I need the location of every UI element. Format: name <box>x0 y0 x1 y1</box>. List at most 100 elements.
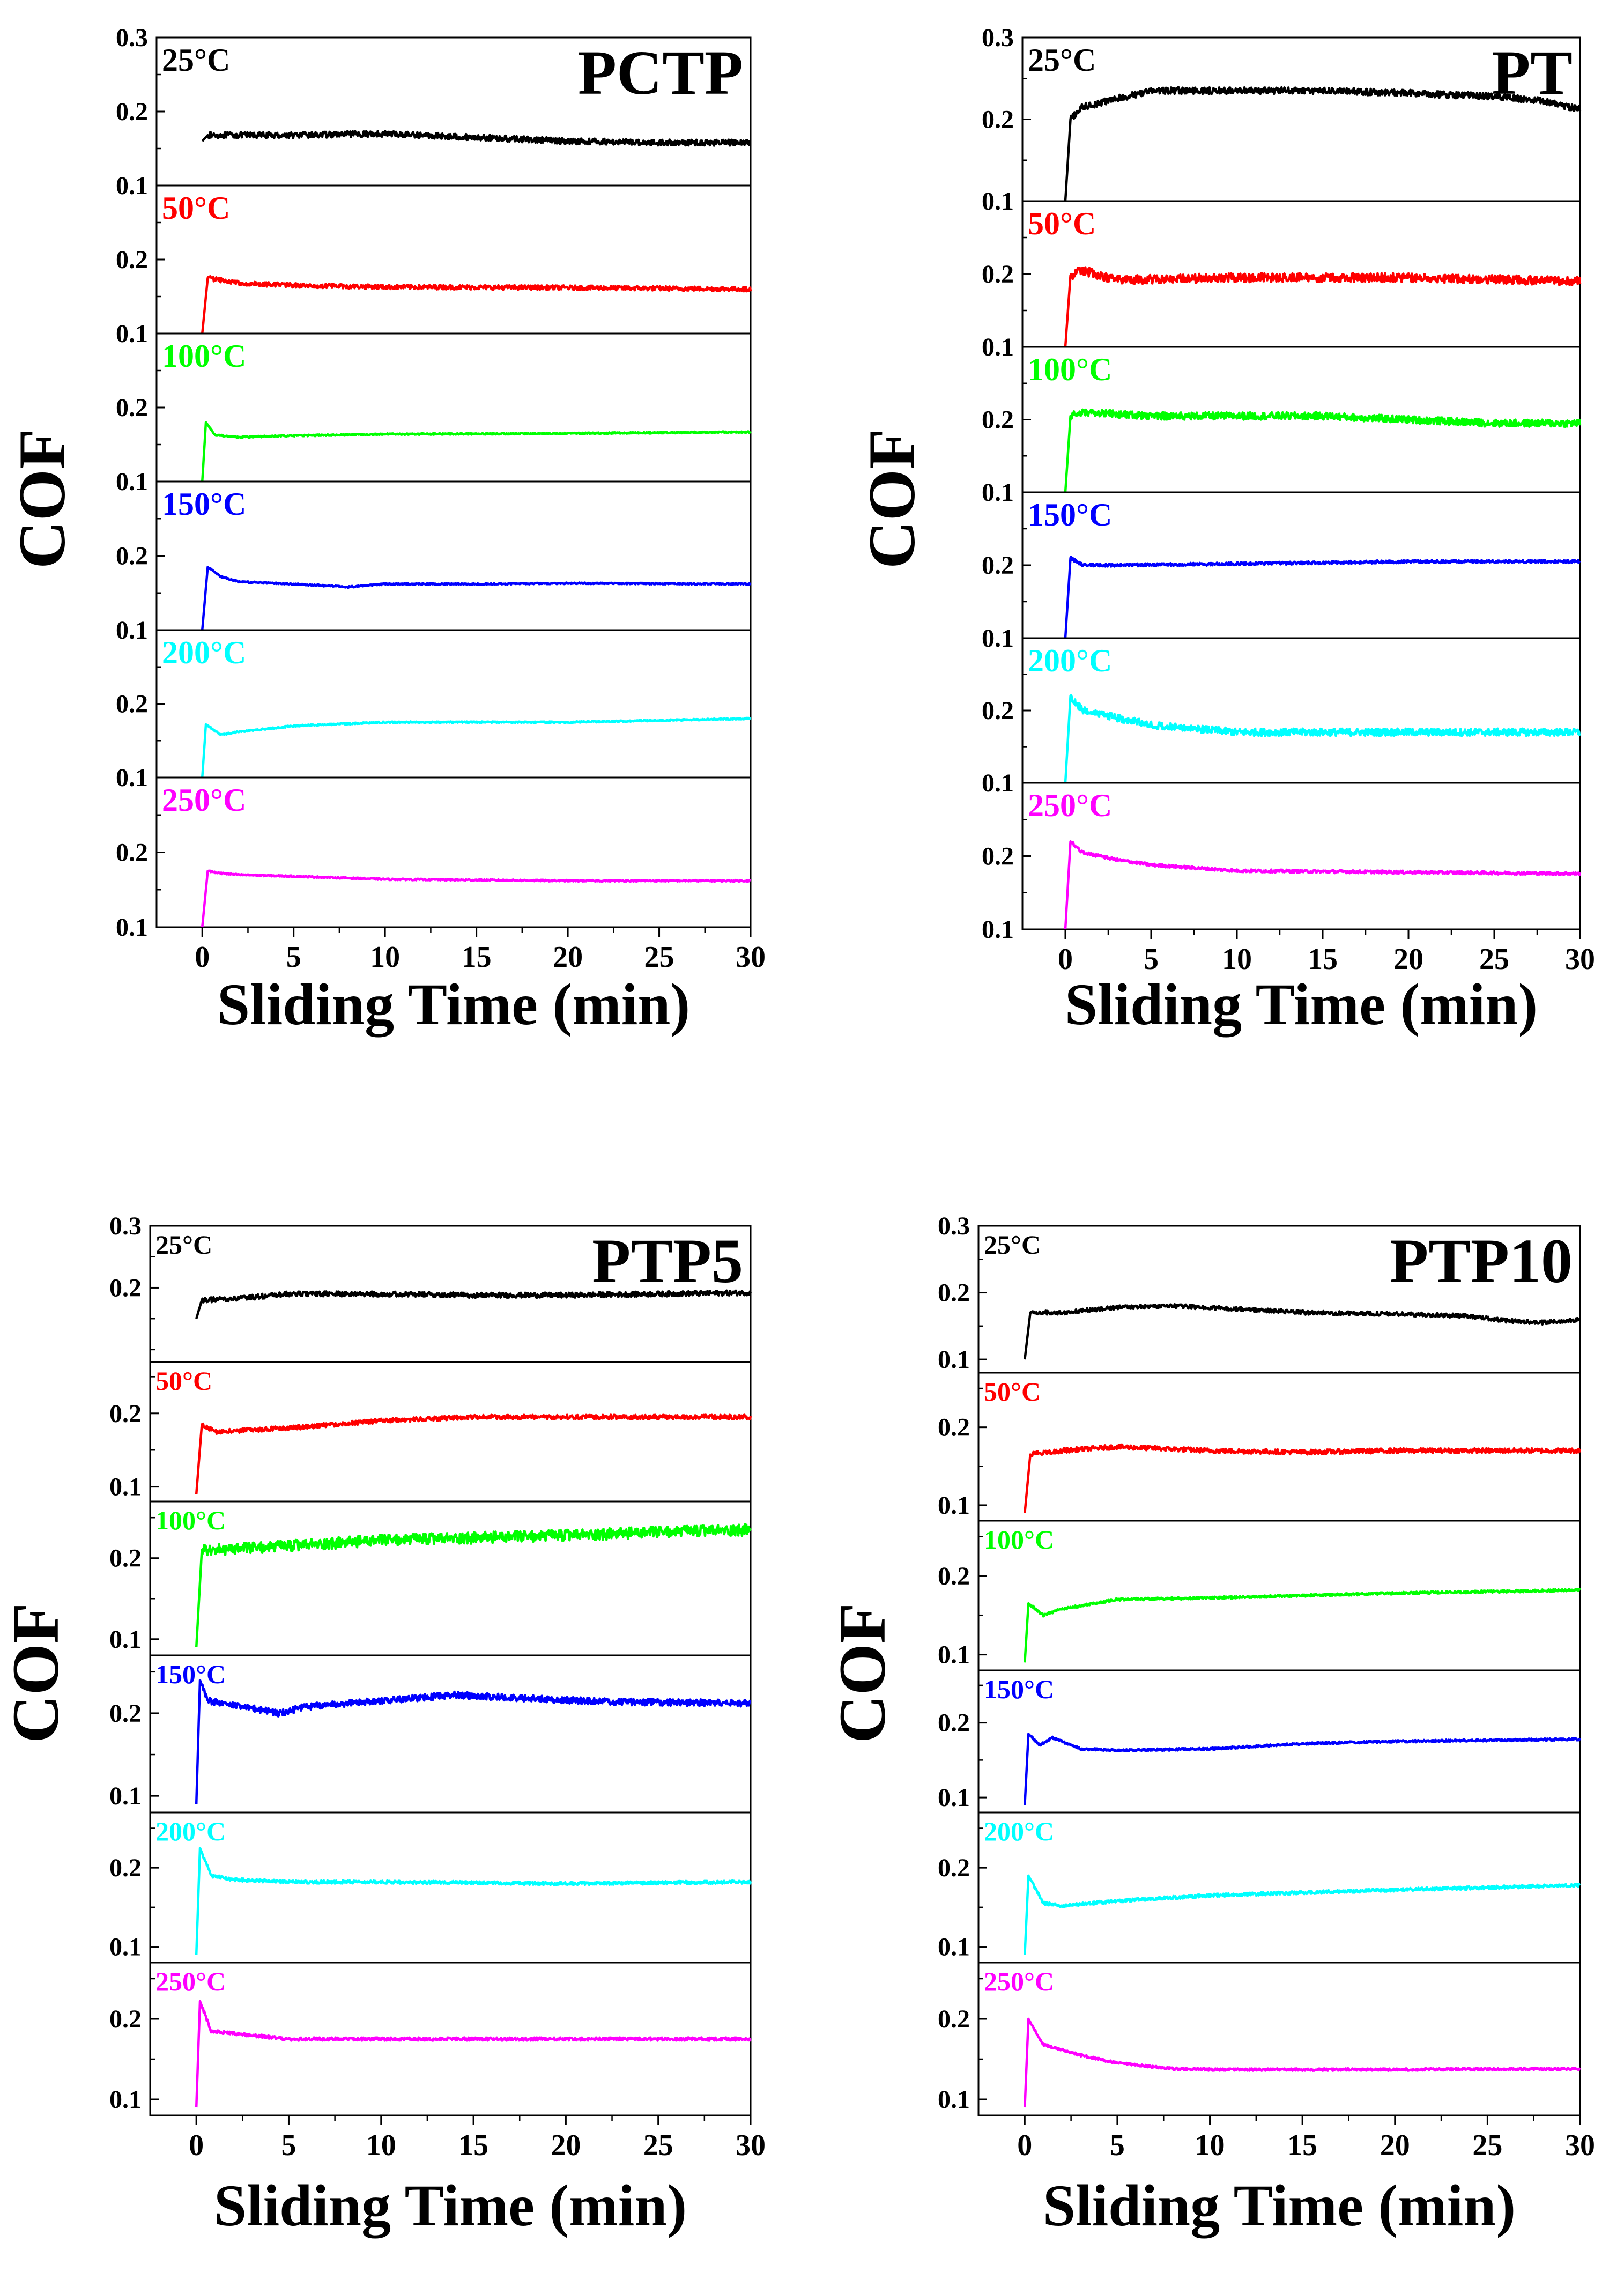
series-label: 250°C <box>1028 788 1112 823</box>
y-tick-label: 0.1 <box>982 915 1014 944</box>
series-line-25c <box>195 1289 752 1319</box>
subpanel-250c: 0.1 0.2 250°C <box>109 1962 752 2116</box>
y-tick-label: 0.1 <box>116 320 148 348</box>
y-tick-label: 0.3 <box>116 24 148 52</box>
series-label: 150°C <box>155 1659 226 1689</box>
subpanel-25c: 0.1 0.2 0.3 25°C <box>938 1212 1581 1374</box>
subpanel-150c: 0.1 0.2 150°C <box>109 1654 752 1814</box>
series-line-150c <box>1024 1733 1582 1805</box>
subpanel-150c: 0.1 0.2 150°C <box>116 480 752 645</box>
x-tick-label: 25 <box>1472 2129 1502 2162</box>
y-tick-label: 0.2 <box>116 394 148 422</box>
series-label: 50°C <box>162 190 230 226</box>
x-axis-label: Sliding Time (min) <box>214 2173 687 2238</box>
subpanel-250c: 0.1 0.2 250°C <box>938 1962 1581 2116</box>
y-axis-label: COF <box>0 1603 72 1743</box>
subpanel-100c: 0.1 0.2 100°C <box>982 346 1582 507</box>
y-axis-label: COF <box>5 428 79 569</box>
series-label: 150°C <box>984 1674 1054 1704</box>
series-line-100c <box>201 421 752 482</box>
y-tick-label: 0.2 <box>109 1854 142 1882</box>
y-tick-label: 0.1 <box>982 187 1014 216</box>
y-axis-label: COF <box>855 428 929 569</box>
chart-title: PTP5 <box>592 1226 743 1296</box>
series-label: 50°C <box>155 1366 212 1396</box>
subpanel-25c: 0.1 0.2 0.3 25°C <box>982 24 1582 216</box>
x-tick-label: 25 <box>1479 943 1509 976</box>
x-tick-label: 5 <box>1144 943 1159 976</box>
x-tick-label: 20 <box>553 941 583 974</box>
chart-pt: 0.1 0.2 0.3 25°C 0.1 0.2 50°C 0.1 0.2 100°C 0.1 0.2… <box>855 24 1595 1037</box>
subpanel-50c: 0.1 0.2 50°C <box>116 184 752 348</box>
series-label: 25°C <box>162 42 230 78</box>
series-line-100c <box>1024 1587 1581 1663</box>
y-tick-label: 0.2 <box>116 98 148 126</box>
subpanel-50c: 0.1 0.2 50°C <box>938 1372 1582 1522</box>
series-line-50c <box>195 1413 752 1494</box>
subpanel-250c: 0.1 0.2 250°C <box>116 776 752 942</box>
subpanel-100c: 0.1 0.2 100°C <box>938 1520 1581 1671</box>
y-tick-label: 0.2 <box>116 246 148 274</box>
x-tick-label: 10 <box>370 941 400 974</box>
subpanel-50c: 0.1 0.2 50°C <box>982 200 1582 361</box>
y-tick-label: 0.3 <box>109 1212 142 1240</box>
chart-ptp5: 0.20.325°C0.10.250°C0.10.2100°C0.10.2150… <box>0 1212 766 2238</box>
y-tick-label: 0.1 <box>109 1782 142 1810</box>
chart-title: PTP10 <box>1390 1226 1573 1296</box>
x-tick-label: 15 <box>1287 2129 1317 2162</box>
y-tick-label: 0.1 <box>109 2085 142 2114</box>
y-tick-label: 0.2 <box>938 1279 970 1307</box>
series-line-250c <box>1024 2017 1581 2108</box>
series-line-250c <box>1064 840 1582 930</box>
x-tick-label: 0 <box>189 2129 204 2162</box>
y-tick-label: 0.1 <box>938 1933 970 1962</box>
y-tick-label: 0.1 <box>938 2085 970 2114</box>
y-tick-label: 0.1 <box>982 624 1014 653</box>
series-line-25c <box>201 130 752 147</box>
y-tick-label: 0.1 <box>938 1345 970 1374</box>
series-line-100c <box>1064 408 1582 493</box>
series-line-150c <box>201 566 752 631</box>
y-tick-label: 0.2 <box>116 542 148 571</box>
x-tick-label: 5 <box>286 941 301 974</box>
x-tick-label: 20 <box>551 2129 581 2162</box>
series-label: 100°C <box>162 338 246 374</box>
series-label: 50°C <box>1028 206 1096 241</box>
series-label: 100°C <box>1028 352 1112 387</box>
series-line-200c <box>1064 694 1581 783</box>
y-tick-label: 0.1 <box>938 1491 970 1520</box>
x-tick-label: 15 <box>1308 943 1338 976</box>
y-tick-label: 0.1 <box>109 1473 142 1501</box>
x-tick-label: 30 <box>1565 943 1595 976</box>
subpanel-150c: 0.1 0.2 150°C <box>938 1669 1582 1814</box>
x-tick-label: 25 <box>644 941 674 974</box>
y-tick-label: 0.1 <box>109 1933 142 1962</box>
y-tick-label: 0.1 <box>116 913 148 942</box>
chart-title: PCTP <box>578 38 743 108</box>
series-line-25c <box>1024 1302 1581 1360</box>
x-tick-label: 0 <box>1017 2129 1032 2162</box>
series-line-150c <box>1064 556 1581 639</box>
x-tick-label: 5 <box>281 2129 296 2162</box>
y-tick-label: 0.1 <box>109 1625 142 1654</box>
subpanel-frame <box>977 1962 1581 2116</box>
y-tick-label: 0.2 <box>938 1854 970 1882</box>
series-label: 50°C <box>984 1376 1041 1407</box>
series-line-200c <box>195 1847 752 1955</box>
y-tick-label: 0.3 <box>938 1212 970 1240</box>
x-tick-label: 30 <box>1565 2129 1595 2162</box>
y-tick-label: 0.2 <box>109 1274 142 1302</box>
series-label: 25°C <box>1028 42 1096 78</box>
y-tick-label: 0.2 <box>982 106 1014 134</box>
y-tick-label: 0.1 <box>982 478 1014 507</box>
y-tick-label: 0.2 <box>938 1562 970 1590</box>
x-tick-label: 15 <box>458 2129 488 2162</box>
x-tick-label: 15 <box>462 941 492 974</box>
subpanel-200c: 0.1 0.2 200°C <box>116 629 752 792</box>
series-line-50c <box>201 275 752 334</box>
subpanel-150c: 0.1 0.2 150°C <box>982 491 1581 653</box>
subpanel-200c: 0.1 0.2 200°C <box>982 637 1581 797</box>
y-tick-label: 0.1 <box>116 172 148 200</box>
series-line-250c <box>195 2000 752 2108</box>
